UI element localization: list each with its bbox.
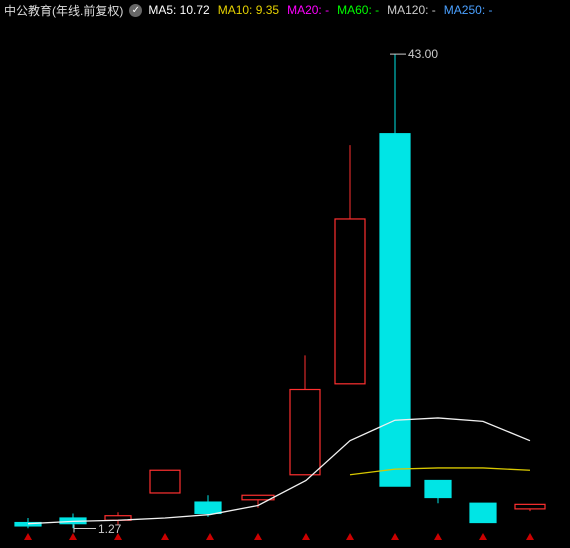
up-marker-icon: [302, 533, 310, 540]
up-marker-icon: [254, 533, 262, 540]
marker-row: [0, 533, 570, 541]
up-marker-icon: [69, 533, 77, 540]
candle: [150, 470, 180, 493]
ma-indicator: MA20: -: [287, 3, 329, 17]
candle: [470, 503, 496, 522]
candle: [425, 480, 451, 497]
up-marker-icon: [114, 533, 122, 540]
up-marker-icon: [391, 533, 399, 540]
ma-indicator: MA250: -: [444, 3, 493, 17]
price-label: 43.00: [408, 47, 438, 61]
ma-indicator: MA5: 10.72: [148, 3, 209, 17]
candle: [195, 502, 221, 513]
candle: [380, 134, 410, 486]
candle: [515, 504, 545, 509]
kline-chart: 43.001.27: [0, 20, 570, 543]
up-marker-icon: [479, 533, 487, 540]
chart-header: 中公教育(年线.前复权) ✓ MA5: 10.72 MA10: 9.35 MA20:…: [0, 0, 570, 20]
stock-title: 中公教育(年线.前复权): [4, 2, 123, 19]
ma-indicator: MA10: 9.35: [218, 3, 279, 17]
up-marker-icon: [206, 533, 214, 540]
up-marker-icon: [161, 533, 169, 540]
ma-indicator: MA120: -: [387, 3, 436, 17]
candle: [335, 219, 365, 384]
ma-indicator: MA60: -: [337, 3, 379, 17]
candle: [290, 390, 320, 475]
up-marker-icon: [434, 533, 442, 540]
up-marker-icon: [526, 533, 534, 540]
up-marker-icon: [346, 533, 354, 540]
up-marker-icon: [24, 533, 32, 540]
check-icon[interactable]: ✓: [129, 4, 142, 17]
